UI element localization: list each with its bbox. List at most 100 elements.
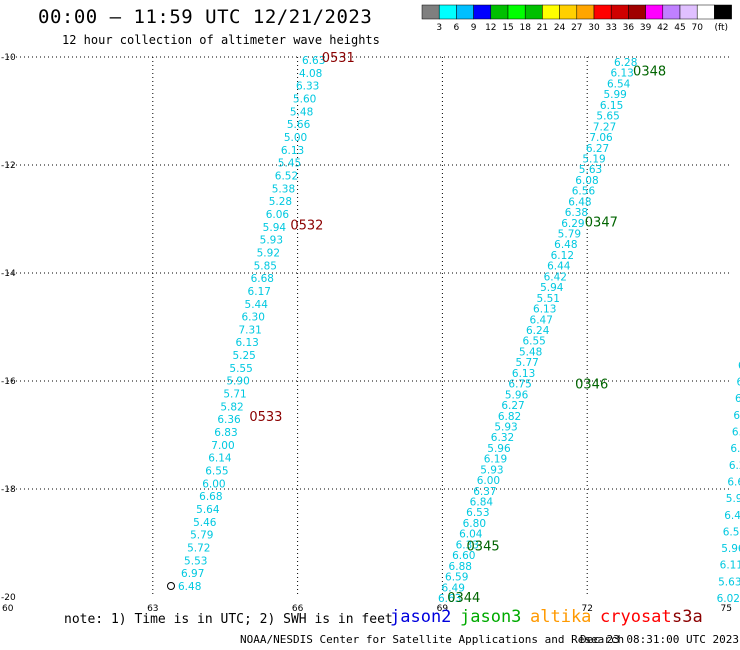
x-tick-label: 60 bbox=[2, 604, 14, 614]
wave-height-label: 5.00 bbox=[284, 132, 307, 144]
wave-height-label: 6.29 bbox=[561, 218, 584, 230]
legend-jason2: jason2 bbox=[390, 607, 452, 627]
wave-height-label: 6.06 bbox=[266, 209, 290, 221]
color-scale-label: 70 bbox=[691, 23, 703, 33]
wave-height-label: 5.79 bbox=[190, 530, 213, 542]
page-subtitle: 12 hour collection of altimeter wave hei… bbox=[62, 33, 380, 47]
wave-height-label: 5.19 bbox=[582, 153, 605, 165]
wave-height-label: 6.44 bbox=[735, 393, 740, 405]
color-scale-label: 15 bbox=[502, 23, 513, 33]
wave-height-label: 6.02 bbox=[717, 593, 740, 605]
x-tick-label: 66 bbox=[292, 604, 304, 614]
wave-height-label: 4.08 bbox=[299, 68, 322, 80]
legend-cryosat: cryosat bbox=[600, 607, 672, 627]
wave-height-label: 5.96 bbox=[721, 543, 740, 555]
y-tick-label: -20 bbox=[1, 593, 16, 603]
legend-jason3: jason3 bbox=[460, 607, 522, 627]
wave-height-label: 6.83 bbox=[214, 427, 237, 439]
wave-height-label: 5.53 bbox=[184, 555, 207, 567]
wave-height-label: 5.45 bbox=[278, 158, 301, 170]
wave-height-label: 6.52 bbox=[275, 170, 298, 182]
pass-time-label: 0345 bbox=[467, 540, 500, 555]
wave-height-label: 6.30 bbox=[242, 312, 265, 324]
y-tick-label: -18 bbox=[1, 485, 16, 495]
wave-height-label: 6.56 bbox=[572, 186, 596, 198]
wave-height-label: 6.49 bbox=[442, 582, 465, 594]
wave-height-label: 6.11 bbox=[720, 560, 740, 572]
color-scale-label: 36 bbox=[623, 23, 635, 33]
wave-height-label: 5.63 bbox=[718, 576, 740, 588]
color-scale-label: 12 bbox=[485, 23, 496, 33]
wave-height-label: 6.13 bbox=[281, 145, 304, 157]
wave-height-label: 6.42 bbox=[544, 271, 567, 283]
y-tick-label: -12 bbox=[1, 161, 16, 171]
wave-height-label: 5.48 bbox=[519, 346, 542, 358]
wave-height-label: 5.71 bbox=[223, 389, 246, 401]
wave-height-label: 6.19 bbox=[484, 454, 507, 466]
wave-height-label: 6.04 bbox=[459, 529, 483, 541]
pass-time-label: 0532 bbox=[290, 218, 323, 233]
wave-height-label: 6.20 bbox=[736, 377, 740, 389]
wave-height-label: 6.75 bbox=[733, 410, 740, 422]
wave-height-label: 6.53 bbox=[466, 507, 489, 519]
wave-height-label: 5.72 bbox=[187, 543, 210, 555]
wave-height-label: 6.48 bbox=[554, 239, 577, 251]
wave-height-label: 5.77 bbox=[515, 357, 538, 369]
wave-height-label: 6.97 bbox=[181, 568, 204, 580]
wave-height-label: 5.85 bbox=[254, 260, 277, 272]
wave-height-label: 6.84 bbox=[470, 497, 494, 509]
x-tick-label: 69 bbox=[437, 604, 449, 614]
wave-height-label: 6.47 bbox=[530, 314, 553, 326]
wave-height-label: 5.90 bbox=[226, 376, 249, 388]
wave-height-label: 5.51 bbox=[537, 293, 560, 305]
wave-height-label: 6.59 bbox=[445, 572, 468, 584]
color-scale-label: 3 bbox=[436, 23, 442, 33]
wave-height-label: 6.12 bbox=[551, 250, 574, 262]
wave-height-label: 6.14 bbox=[208, 453, 232, 465]
wave-height-label: 6.00 bbox=[477, 475, 500, 487]
color-scale-label: 18 bbox=[519, 23, 531, 33]
wave-height-label: 6.13 bbox=[512, 368, 535, 380]
wave-height-label: 5.94 bbox=[540, 282, 564, 294]
footer-timestamp: Dec 23 08:31:00 UTC 2023 bbox=[580, 633, 739, 646]
wave-height-label: 5.96 bbox=[487, 443, 511, 455]
wave-height-label: 5.25 bbox=[232, 350, 255, 362]
wave-height-label: 6.44 bbox=[547, 261, 571, 273]
y-tick-label: -14 bbox=[1, 269, 16, 279]
wave-height-label: 6.32 bbox=[738, 360, 740, 372]
wave-height-label: 6.28 bbox=[614, 57, 637, 69]
wave-height-label: 5.96 bbox=[505, 389, 529, 401]
wave-height-label: 7.31 bbox=[238, 324, 261, 336]
wave-height-label: 5.55 bbox=[229, 363, 252, 375]
pass-time-label: 0533 bbox=[249, 410, 282, 425]
note-text: note: 1) Time is in UTC; 2) SWH is in fe… bbox=[64, 612, 393, 627]
circle-marker-icon bbox=[167, 582, 175, 590]
wave-height-label: 6.54 bbox=[607, 78, 631, 90]
footer-credit: NOAA/NESDIS Center for Satellite Applica… bbox=[240, 633, 625, 646]
wave-height-label: 6.65 bbox=[727, 476, 740, 488]
color-scale-label: 6 bbox=[454, 23, 460, 33]
wave-height-label: 6.80 bbox=[463, 518, 486, 530]
legend-altika: altika bbox=[530, 607, 592, 627]
wave-height-label: 5.64 bbox=[196, 504, 220, 516]
color-scale-label: (ft) bbox=[714, 23, 728, 33]
color-scale-label: 21 bbox=[537, 23, 548, 33]
wave-height-label: 6.88 bbox=[449, 561, 472, 573]
color-scale-label: 30 bbox=[588, 23, 600, 33]
wave-height-label: 6.27 bbox=[586, 143, 609, 155]
wave-height-label: 6.13 bbox=[235, 337, 258, 349]
wave-height-label: 5.93 bbox=[260, 235, 283, 247]
wave-height-label: 5.66 bbox=[287, 119, 311, 131]
wave-height-label: 6.13 bbox=[610, 68, 633, 80]
wave-height-label: 6.68 bbox=[199, 491, 222, 503]
wave-height-label: 6.63 bbox=[438, 593, 461, 605]
color-scale-label: 24 bbox=[554, 23, 566, 33]
wave-height-label: 6.13 bbox=[533, 304, 556, 316]
legend-s3a: s3a bbox=[672, 607, 703, 627]
wave-height-label: 6.60 bbox=[452, 550, 475, 562]
wave-height-label: 5.99 bbox=[726, 493, 740, 505]
wave-height-label: 6.33 bbox=[456, 539, 479, 551]
wave-height-label: 5.65 bbox=[596, 111, 619, 123]
wave-height-label: 5.28 bbox=[269, 196, 292, 208]
